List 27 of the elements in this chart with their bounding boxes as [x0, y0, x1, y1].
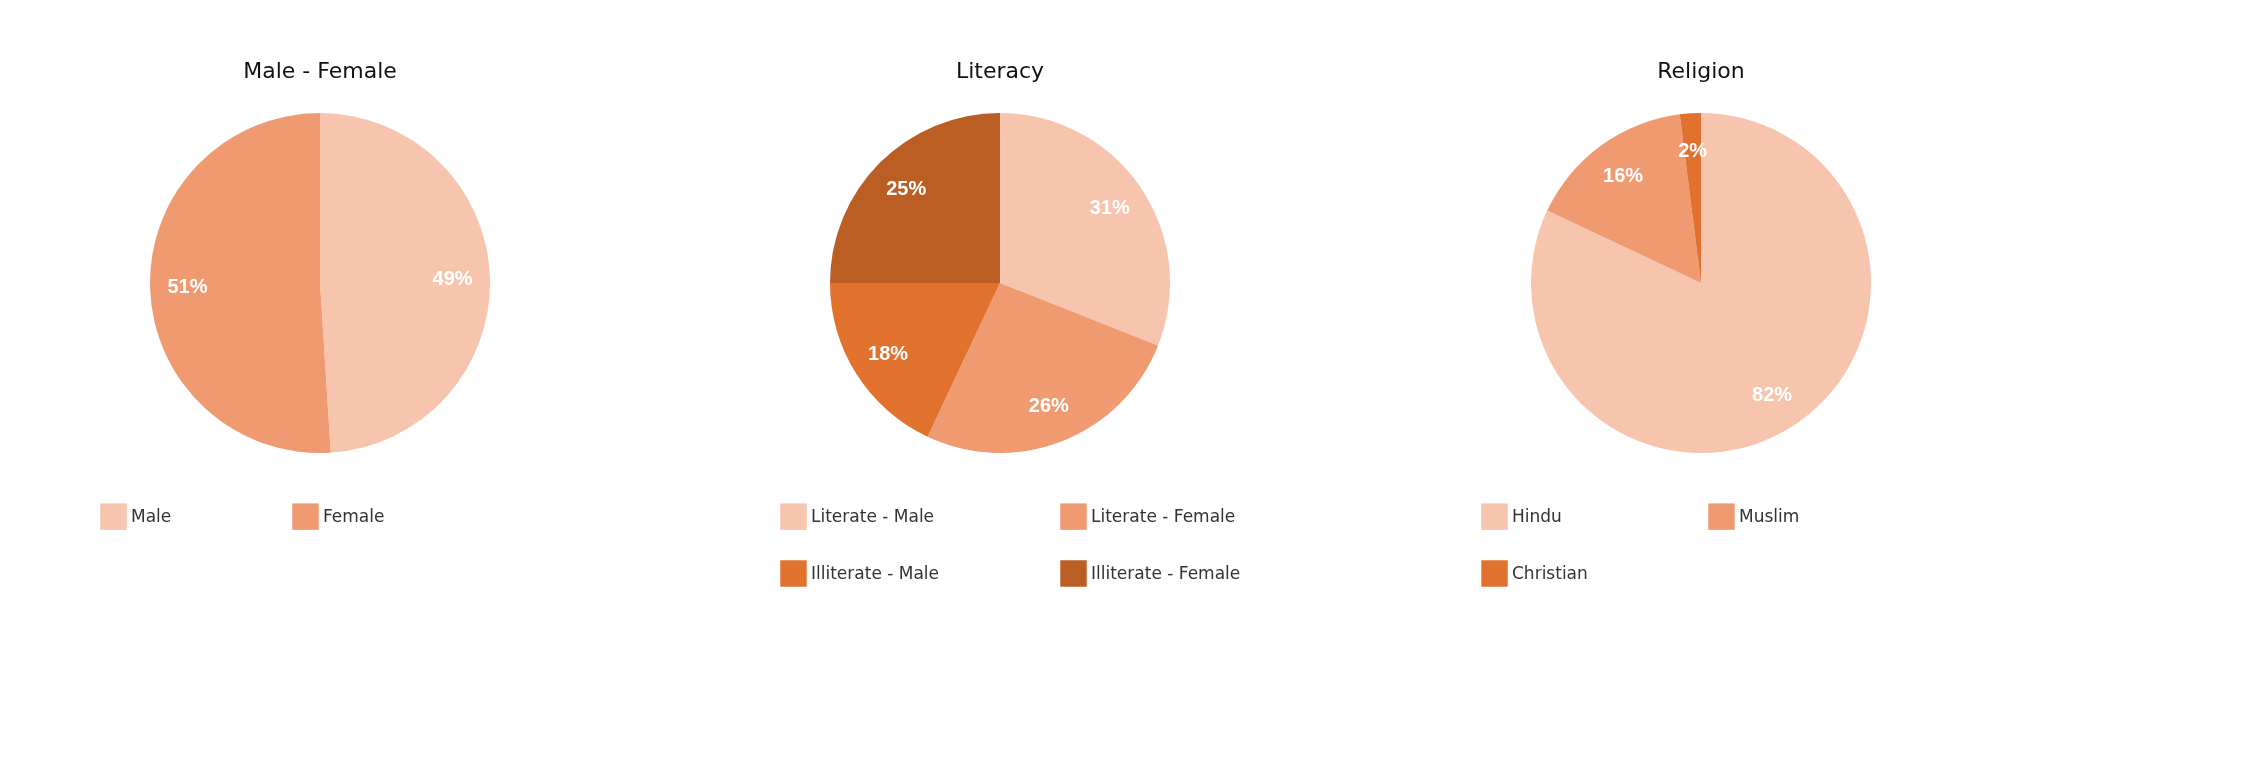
legend-label: Illiterate - Male	[811, 562, 940, 583]
data-label: 31%	[1089, 196, 1130, 219]
legend-label: Hindu	[1512, 505, 1562, 526]
chart-title: Religion	[1657, 58, 1745, 83]
data-label: 16%	[1603, 163, 1644, 186]
pie-slice	[927, 283, 1159, 453]
pie-slice	[1000, 113, 1170, 346]
legend-label: Muslim	[1739, 505, 1800, 526]
legend-label: Literate - Female	[1091, 505, 1236, 526]
legend-label: Christian	[1512, 562, 1588, 583]
data-label: 51%	[167, 275, 208, 298]
legend-label: Female	[323, 505, 385, 526]
pie-slice	[830, 283, 1000, 437]
pie-slice	[150, 113, 331, 453]
data-label: 26%	[1028, 394, 1070, 417]
legend-label: Male	[131, 505, 172, 526]
chart-title: Male - Female	[243, 58, 397, 83]
pie-slice	[830, 113, 1000, 283]
data-label: 82%	[1752, 382, 1793, 405]
data-label: 25%	[886, 177, 927, 200]
data-label: 18%	[868, 342, 909, 365]
data-label: 49%	[432, 266, 473, 289]
chart-title: Literacy	[955, 58, 1045, 83]
legend-label: Illiterate - Female	[1091, 562, 1241, 583]
legend-label: Literate - Male	[811, 505, 935, 526]
pie-slice	[1531, 113, 1871, 453]
pie-slice	[320, 113, 490, 453]
